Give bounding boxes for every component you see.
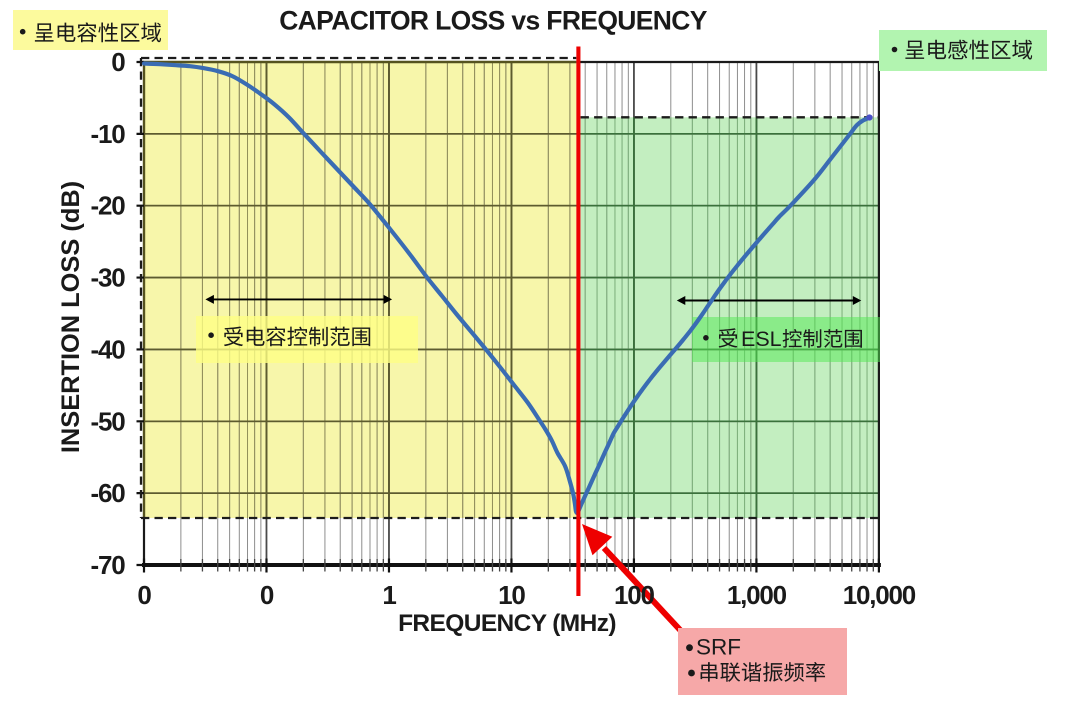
svg-text:-10: -10 <box>91 119 126 149</box>
svg-text:SRF: SRF <box>696 635 741 660</box>
svg-text:1,000: 1,000 <box>727 580 787 610</box>
svg-text:INSERTION LOSS (dB): INSERTION LOSS (dB) <box>57 181 85 453</box>
svg-text:10,000: 10,000 <box>843 580 916 610</box>
svg-text:0: 0 <box>260 580 274 610</box>
svg-text:CAPACITOR LOSS vs FREQUENCY: CAPACITOR LOSS vs FREQUENCY <box>279 6 708 36</box>
svg-text:-50: -50 <box>91 406 126 436</box>
svg-text:-20: -20 <box>91 191 126 221</box>
svg-text:-60: -60 <box>91 478 126 508</box>
svg-text:-70: -70 <box>91 550 126 580</box>
svg-text:ESL: ESL <box>741 327 782 351</box>
svg-text:1: 1 <box>382 580 396 610</box>
svg-text:0: 0 <box>137 580 151 610</box>
svg-text:0: 0 <box>111 47 125 77</box>
svg-text:100: 100 <box>614 580 655 610</box>
svg-text:-30: -30 <box>91 263 126 293</box>
svg-text:FREQUENCY (MHz): FREQUENCY (MHz) <box>398 610 616 637</box>
svg-text:-40: -40 <box>91 334 126 364</box>
svg-text:10: 10 <box>498 580 525 610</box>
